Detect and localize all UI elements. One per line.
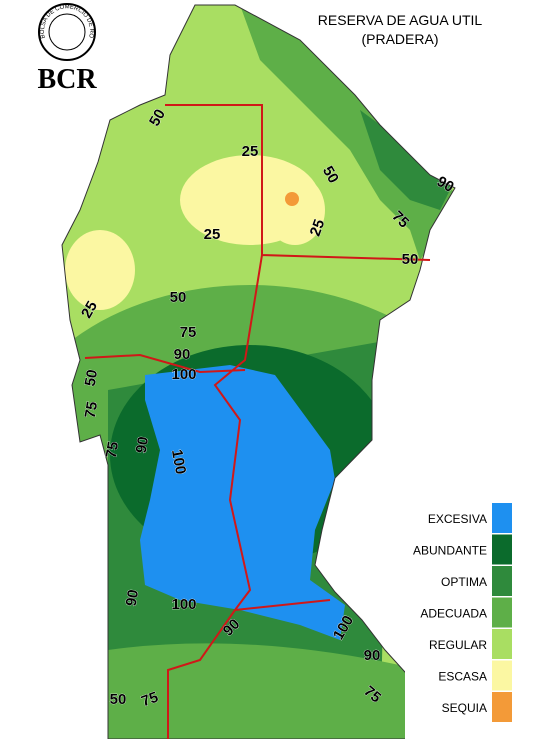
- contour-label: 50: [82, 368, 102, 387]
- logo-abbr: BCR: [37, 64, 97, 95]
- legend-swatch: [492, 660, 512, 691]
- escasa-area: [265, 175, 325, 245]
- sequia-area: [285, 192, 299, 206]
- adecuada-area: [108, 643, 422, 739]
- legend-label: SEQUIA: [442, 701, 487, 715]
- province-outline: [61, 4, 456, 739]
- contour-label: 100: [168, 448, 189, 476]
- legend-swatch: [492, 597, 512, 628]
- contour-label: 90: [123, 588, 143, 607]
- contour-label: 50: [402, 251, 419, 268]
- legend-label: ABUNDANTE: [413, 544, 487, 558]
- contour-label: 50: [319, 163, 342, 186]
- contour-label: 50: [146, 106, 169, 129]
- logo-ring: [48, 13, 86, 51]
- adecuada-area: [240, 5, 455, 260]
- contour-label: 90: [434, 173, 457, 196]
- optima-area: [360, 110, 455, 210]
- legend-swatch: [492, 566, 512, 596]
- contour-label: 25: [242, 143, 259, 160]
- contour-label: 25: [78, 298, 101, 321]
- contour-label: 90: [174, 346, 191, 363]
- contour-label: 100: [171, 596, 196, 613]
- legend-swatch: [492, 629, 512, 659]
- escasa-area: [65, 230, 135, 310]
- legend-swatch: [492, 534, 512, 565]
- legend-label: OPTIMA: [441, 575, 487, 589]
- contour-label: 90: [133, 435, 153, 454]
- contour-label: 75: [180, 324, 197, 341]
- contour-label: 100: [171, 366, 196, 383]
- contour-label: 75: [139, 689, 160, 711]
- department-borders: [84, 104, 431, 739]
- legend-label: ESCASA: [438, 670, 487, 684]
- legend-label: EXCESIVA: [428, 512, 487, 526]
- legend-swatch: [492, 503, 512, 533]
- contour-label: 90: [364, 647, 381, 664]
- subtitle: (PRADERA): [361, 31, 438, 47]
- legend-swatch: [492, 692, 512, 722]
- excesiva-area: [140, 365, 345, 640]
- contour-label: 75: [103, 440, 123, 459]
- contour-label: 75: [82, 400, 102, 419]
- contour-label: 25: [204, 226, 221, 243]
- legend: EXCESIVA ABUNDANTE OPTIMA ADECUADA REGULAR ES…: [405, 498, 540, 739]
- legend-label: ADECUADA: [420, 607, 487, 621]
- contour-label: 50: [110, 691, 127, 708]
- title: RESERVA DE AGUA UTIL: [318, 12, 483, 28]
- legend-panel: [405, 498, 540, 739]
- contour-label: 25: [307, 217, 329, 238]
- logo-seal: [38, 3, 96, 61]
- legend-label: REGULAR: [429, 638, 487, 652]
- contour-label: 50: [170, 289, 187, 306]
